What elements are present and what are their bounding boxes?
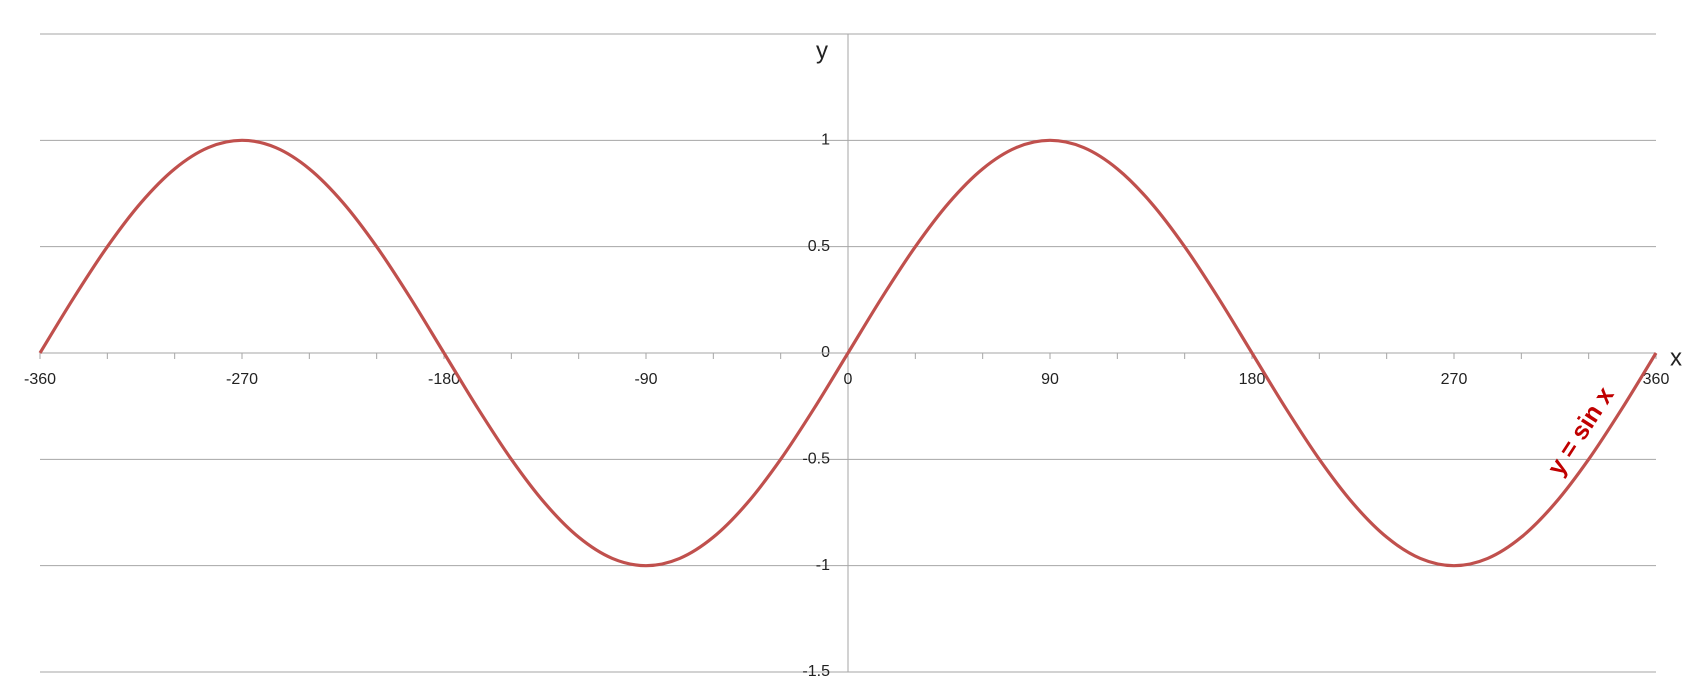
x-tick-label: 360	[1643, 371, 1670, 388]
y-tick-label: -1	[816, 557, 830, 574]
x-tick-label: 180	[1239, 371, 1266, 388]
x-tick-label: 270	[1441, 371, 1468, 388]
x-tick-label: -90	[634, 371, 657, 388]
x-tick-label: 90	[1041, 371, 1059, 388]
x-tick-label: -180	[428, 371, 460, 388]
x-tick-label: 0	[844, 371, 853, 388]
x-tick-label: -360	[24, 371, 56, 388]
series-line	[38, 138, 1658, 568]
y-tick-label: 0.5	[808, 238, 830, 255]
y-tick-label: -1.5	[802, 663, 830, 680]
x-tick-label: -270	[226, 371, 258, 388]
y-tick-label: 1	[821, 132, 830, 149]
y-axis-label: y	[816, 37, 828, 64]
y-tick-label: -0.5	[802, 451, 830, 468]
x-axis-label: x	[1670, 344, 1682, 371]
